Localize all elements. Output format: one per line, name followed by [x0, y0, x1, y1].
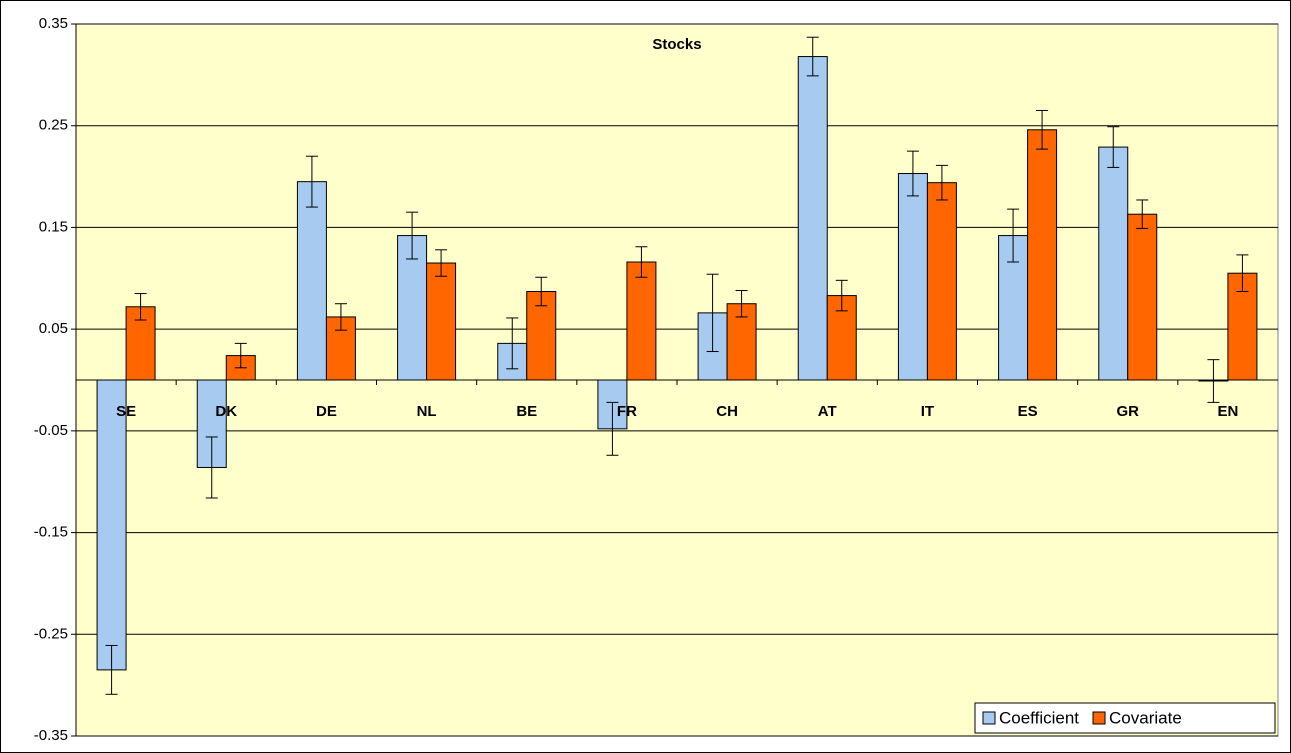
bar	[426, 262, 457, 381]
y-tick-label: 0.25	[39, 117, 68, 134]
legend-swatch	[1092, 711, 1106, 725]
x-tick-label: EN	[1217, 403, 1238, 420]
x-tick-label: IT	[921, 403, 934, 420]
x-tick-label: CH	[716, 403, 738, 420]
y-tick-label: 0.35	[39, 15, 68, 32]
x-tick-label: DE	[316, 403, 337, 420]
bar	[1098, 146, 1129, 381]
legend-box	[974, 702, 1276, 734]
bar	[397, 235, 428, 381]
legend-label: Covariate	[1109, 708, 1182, 727]
x-tick-label: SE	[116, 403, 136, 420]
y-tick-label: -0.05	[34, 422, 68, 439]
bar	[626, 261, 657, 381]
y-tick-label: -0.15	[34, 524, 68, 541]
y-tick-label: -0.35	[34, 727, 68, 744]
bar	[296, 181, 327, 381]
x-tick-label: BE	[516, 403, 537, 420]
y-tick-label: -0.25	[34, 625, 68, 642]
bar	[1027, 129, 1058, 381]
bar	[897, 173, 928, 381]
y-tick-label: 0.05	[39, 320, 68, 337]
x-tick-label: AT	[818, 403, 837, 420]
bar	[1127, 213, 1158, 381]
bar	[797, 56, 828, 381]
y-tick-label: 0.15	[39, 218, 68, 235]
bar	[926, 182, 957, 381]
x-tick-label: ES	[1018, 403, 1038, 420]
x-tick-label: FR	[617, 403, 637, 420]
bar	[96, 379, 127, 671]
x-tick-label: GR	[1117, 403, 1140, 420]
legend-label: Coefficient	[999, 708, 1079, 727]
chart-title: Stocks	[652, 36, 701, 53]
legend-swatch	[982, 711, 996, 725]
x-tick-label: NL	[417, 403, 437, 420]
bar	[526, 291, 557, 381]
x-tick-label: DK	[215, 403, 237, 420]
